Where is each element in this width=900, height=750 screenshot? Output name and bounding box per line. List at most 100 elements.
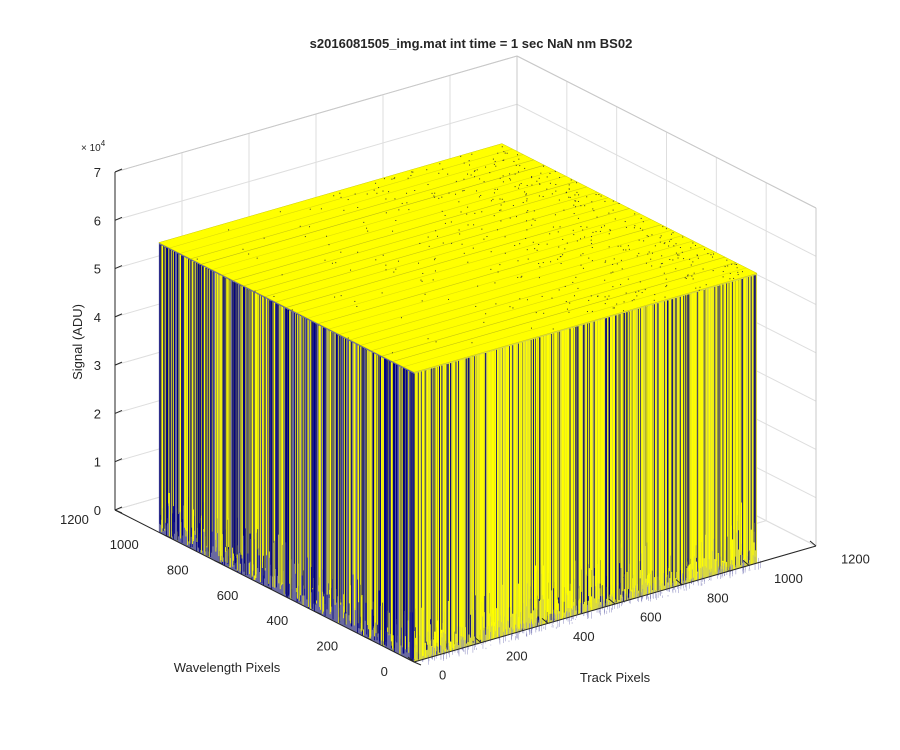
top-speck (385, 269, 387, 271)
top-speck (573, 213, 575, 215)
top-speck (388, 191, 390, 193)
top-speck (427, 338, 429, 340)
top-speck (591, 242, 593, 244)
top-speck (736, 267, 738, 269)
top-speck (608, 212, 610, 214)
top-speck (642, 221, 644, 223)
top-speck (462, 190, 464, 192)
top-speck (467, 206, 469, 208)
top-speck (659, 266, 661, 268)
top-speck (586, 311, 588, 313)
top-speck (420, 279, 422, 281)
top-speck (672, 232, 674, 234)
z-tick-label: 7 (94, 165, 101, 180)
top-speck (601, 226, 603, 228)
top-speck (518, 171, 520, 173)
y-tick-label: 0 (381, 664, 388, 679)
top-speck (354, 193, 356, 195)
top-speck (687, 274, 689, 276)
top-speck (497, 271, 499, 273)
top-speck (685, 277, 687, 279)
z-tick (114, 409, 123, 414)
top-speck (572, 229, 574, 231)
top-speck (460, 211, 462, 213)
top-speck (514, 186, 516, 188)
top-speck (526, 299, 528, 301)
top-speck (394, 198, 396, 200)
top-speck (333, 195, 335, 197)
top-speck (575, 206, 577, 208)
top-speck (592, 231, 594, 233)
x-tick-label: 200 (506, 648, 528, 663)
z-tick (114, 313, 123, 318)
top-speck (593, 210, 595, 212)
top-speck (625, 226, 627, 228)
exponent-base: × 10 (81, 143, 101, 154)
top-speck (489, 172, 491, 174)
top-speck (532, 241, 534, 243)
top-speck (496, 229, 498, 231)
top-speck (434, 270, 436, 272)
top-speck (566, 308, 568, 310)
top-speck (391, 178, 393, 180)
top-speck (383, 178, 385, 180)
top-speck (494, 160, 496, 162)
top-speck (475, 305, 477, 307)
top-speck (661, 255, 663, 257)
top-speck (640, 217, 642, 219)
top-speck (472, 247, 474, 249)
top-speck (502, 159, 504, 161)
y-tick (314, 610, 322, 615)
top-speck (385, 212, 387, 214)
x-tick (407, 656, 415, 663)
top-speck (634, 225, 636, 227)
top-speck (509, 306, 511, 308)
top-speck (438, 197, 440, 199)
top-speck (532, 218, 534, 220)
top-speck (704, 248, 706, 250)
top-speck (554, 170, 556, 172)
top-speck (605, 260, 607, 262)
chart-title: s2016081505_img.mat int time = 1 sec NaN… (310, 36, 633, 51)
top-speck (580, 226, 582, 228)
top-speck (510, 179, 512, 181)
top-speck (595, 231, 597, 233)
top-speck (428, 245, 430, 247)
top-speck (733, 277, 735, 279)
top-speck (638, 290, 640, 292)
top-speck (470, 174, 472, 176)
top-speck (538, 177, 540, 179)
top-speck (597, 295, 599, 297)
top-speck (421, 280, 423, 282)
top-speck (612, 286, 614, 288)
top-speck (677, 257, 679, 259)
top-speck (347, 199, 349, 201)
top-speck (574, 200, 576, 202)
grid-line (516, 103, 817, 257)
top-stripe (254, 191, 598, 292)
top-speck (591, 310, 593, 312)
top-speck (696, 254, 698, 256)
top-speck (689, 258, 691, 260)
top-speck (242, 248, 244, 250)
top-speck (698, 289, 700, 291)
top-speck (503, 151, 505, 153)
top-speck (555, 183, 557, 185)
top-speck (324, 259, 326, 261)
top-speck (648, 251, 650, 253)
top-speck (490, 268, 492, 270)
z-tick-label: 1 (94, 455, 101, 470)
top-speck (664, 242, 666, 244)
top-speck (441, 210, 443, 212)
top-speck (476, 190, 478, 192)
top-speck (652, 252, 654, 254)
top-speck (539, 266, 541, 268)
top-speck (357, 251, 359, 253)
top-speck (335, 262, 337, 264)
x-tick-label: 1000 (774, 571, 803, 586)
top-speck (633, 299, 635, 301)
top-speck (697, 257, 699, 259)
y-tick-label: 600 (217, 588, 239, 603)
top-speck (694, 244, 696, 246)
top-speck (588, 257, 590, 259)
